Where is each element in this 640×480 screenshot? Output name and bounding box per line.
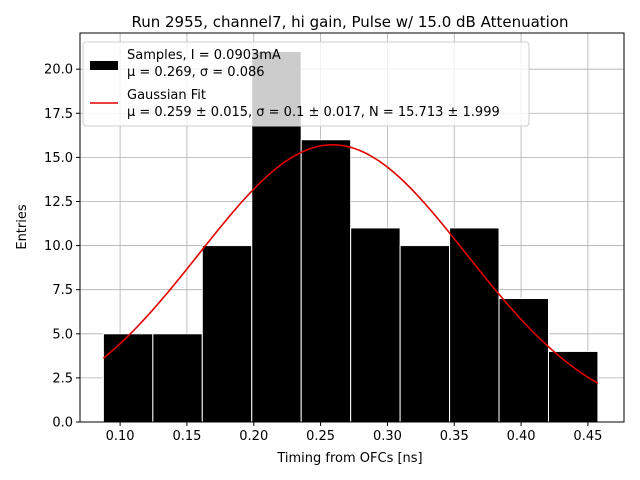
legend-fit-label: Gaussian Fit [127, 88, 206, 103]
y-axis-label: Entries [15, 204, 30, 250]
histogram-bars [102, 51, 599, 423]
histogram-bar [201, 245, 253, 423]
histogram-bar [350, 227, 401, 423]
x-tick-label: 0.40 [507, 429, 536, 444]
x-axis-label: Timing from OFCs [ns] [276, 451, 422, 466]
plot-frame [79, 32, 625, 423]
legend-samples-label: Samples, I = 0.0903mA [127, 48, 281, 63]
histogram-bar [152, 333, 203, 423]
x-tick-label: 0.15 [172, 429, 201, 444]
histogram-bar [547, 350, 599, 423]
y-tick-label: 12.5 [44, 195, 73, 210]
y-tick-label: 15.0 [44, 151, 73, 166]
gaussian-fit [102, 144, 599, 385]
y-tick-label: 5.0 [52, 327, 73, 342]
histogram-bar [102, 333, 154, 423]
y-tick-label: 2.5 [52, 371, 73, 386]
legend-samples-swatch [90, 61, 118, 70]
y-tick-label: 0.0 [52, 416, 73, 431]
histogram-bar [300, 139, 352, 423]
x-tick-label: 0.25 [306, 429, 335, 444]
histogram-bar [399, 245, 451, 423]
histogram-bar [498, 298, 549, 423]
y-tick-label: 10.0 [44, 239, 73, 254]
y-tick-label: 17.5 [44, 107, 73, 122]
x-tick-label: 0.30 [373, 429, 402, 444]
y-tick-label: 7.5 [52, 283, 73, 298]
x-axis-ticks: 0.10 0.15 0.20 0.25 0.30 0.35 0.40 0.45 [106, 422, 602, 444]
fit-curve [102, 144, 599, 385]
legend: Samples, I = 0.0903mA μ = 0.269, σ = 0.0… [82, 41, 530, 127]
chart-title: Run 2955, channel7, hi gain, Pulse w/ 15… [131, 13, 568, 31]
legend-box [82, 41, 530, 127]
x-tick-label: 0.10 [106, 429, 135, 444]
y-tick-label: 20.0 [44, 63, 73, 78]
histogram-bar [449, 227, 500, 423]
x-tick-label: 0.20 [239, 429, 268, 444]
legend-fit-stats: μ = 0.259 ± 0.015, σ = 0.1 ± 0.017, N = … [127, 105, 500, 120]
y-axis-ticks: 0.0 2.5 5.0 7.5 10.0 12.5 15.0 17.5 20.0 [44, 63, 80, 431]
legend-samples-stats: μ = 0.269, σ = 0.086 [127, 65, 265, 80]
x-tick-label: 0.35 [440, 429, 469, 444]
x-tick-label: 0.45 [573, 429, 602, 444]
